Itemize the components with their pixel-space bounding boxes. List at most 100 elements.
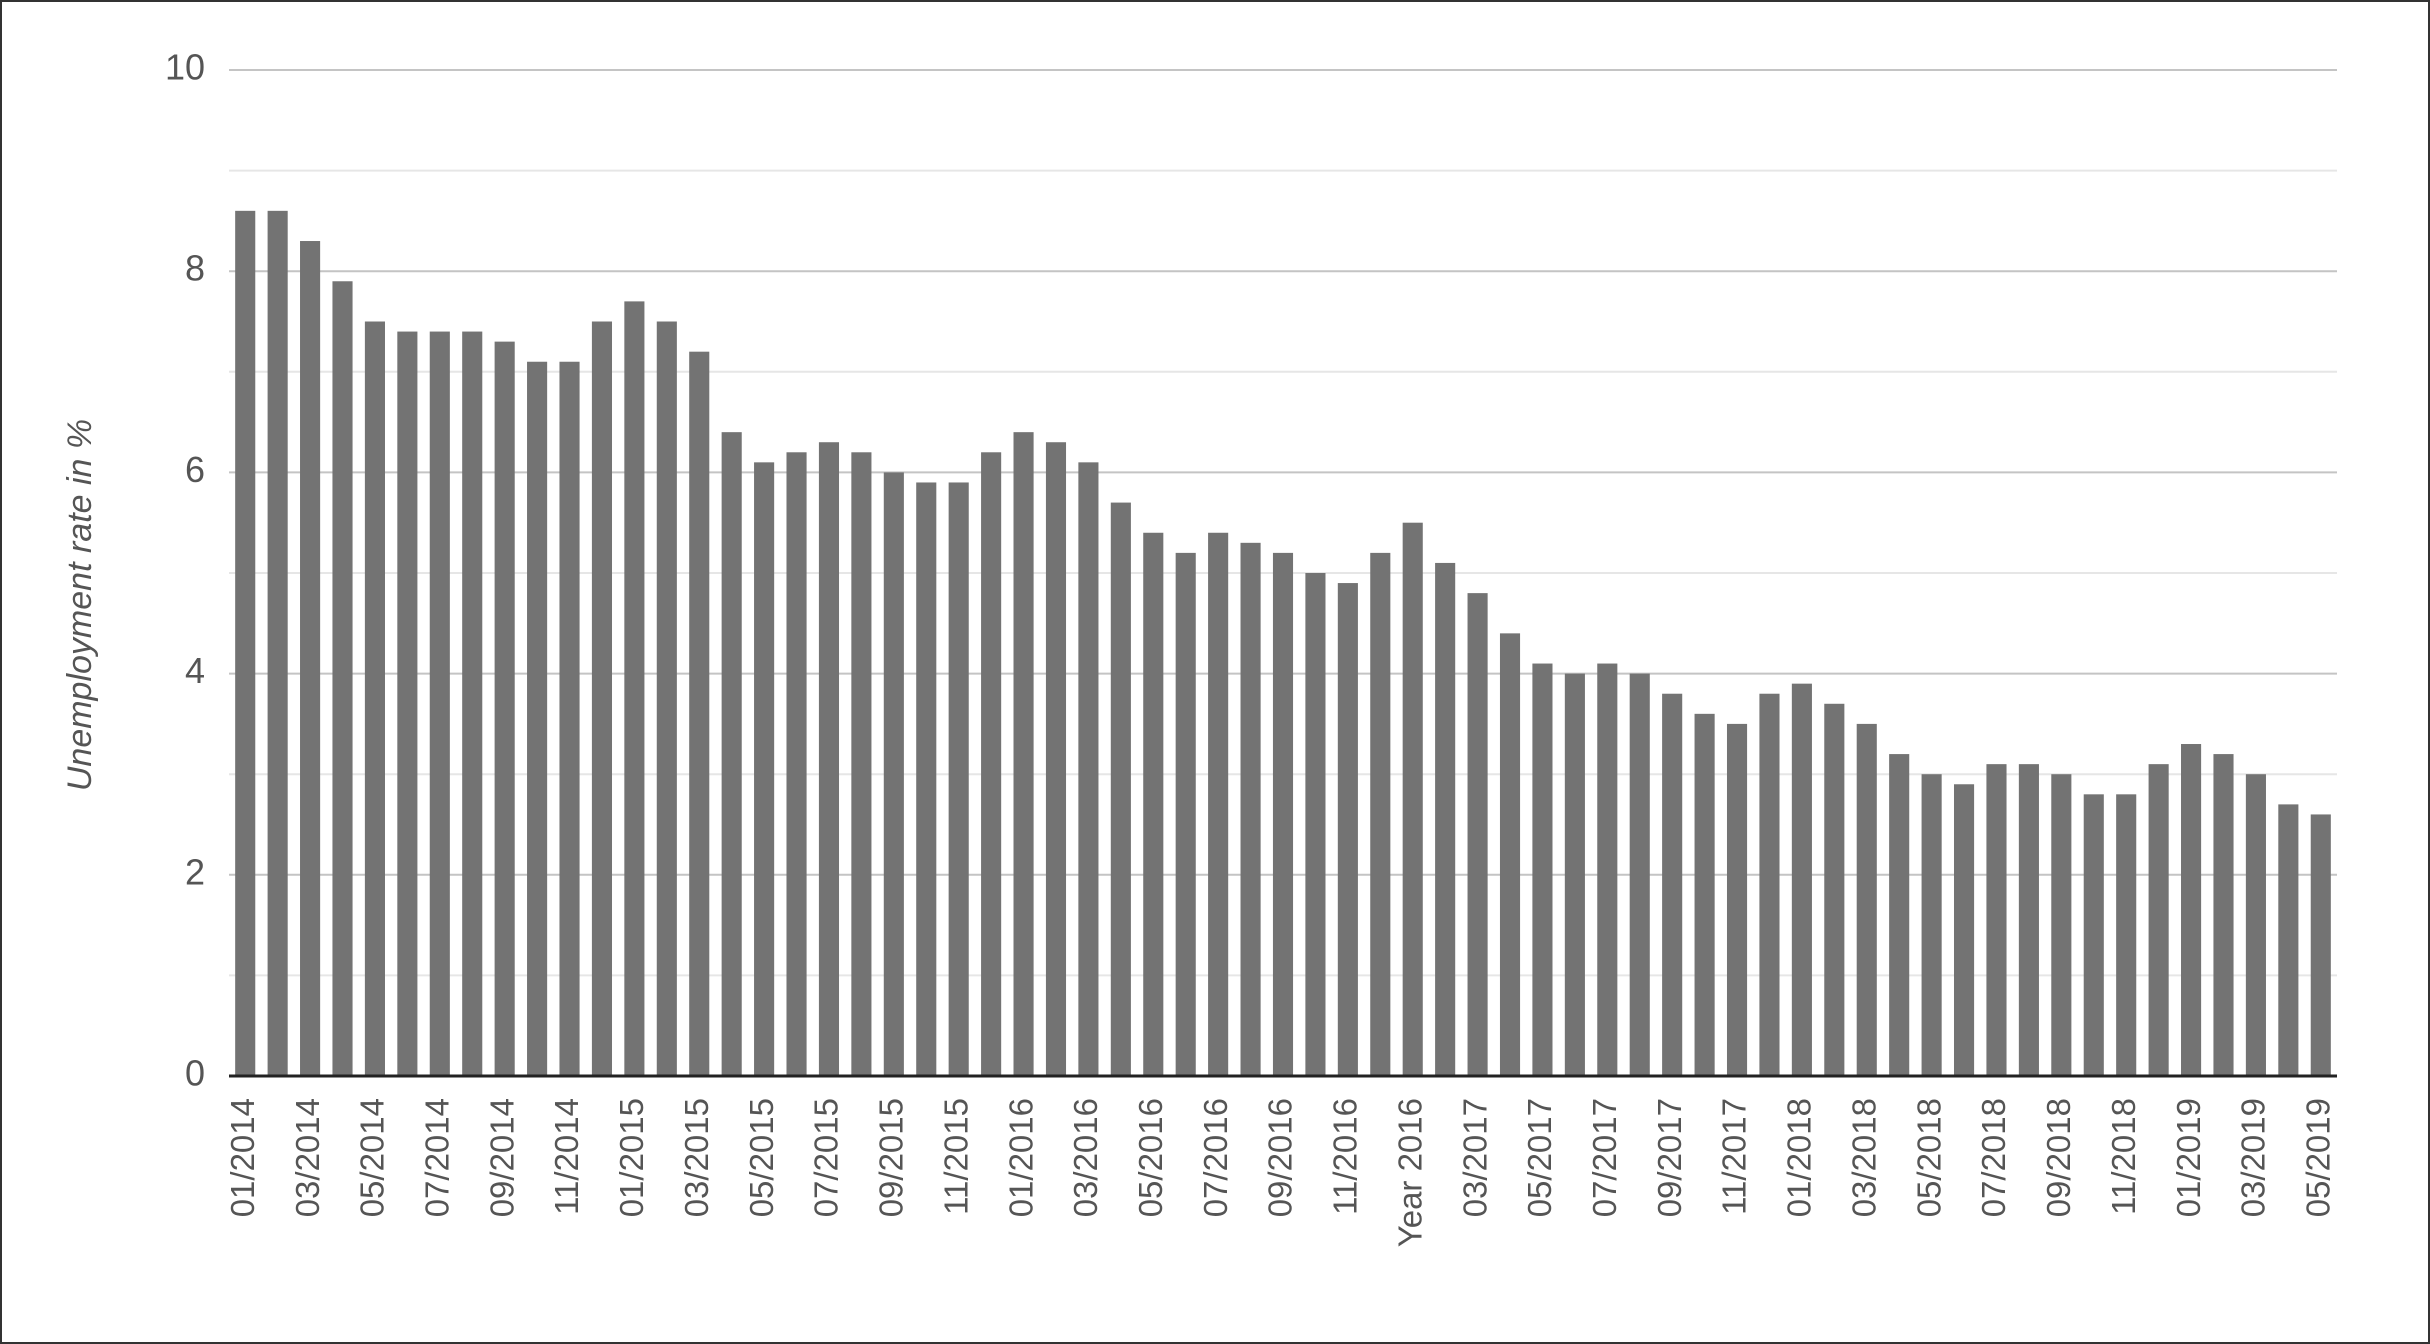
bar	[2278, 804, 2299, 1076]
x-tick-label: 05/2014	[354, 1098, 391, 1217]
y-tick-label: 10	[165, 47, 205, 88]
bar	[883, 472, 904, 1076]
bar	[1986, 764, 2007, 1076]
x-tick-label: 09/2016	[1262, 1098, 1299, 1217]
bar	[1694, 713, 1715, 1076]
bar	[851, 452, 872, 1076]
bar	[1499, 633, 1521, 1076]
bar	[689, 351, 710, 1076]
bar	[2051, 774, 2072, 1076]
x-tick-label: 11/2018	[2105, 1098, 2142, 1215]
bar	[1856, 723, 1877, 1076]
x-tick-label: 01/2014	[224, 1098, 261, 1217]
bar	[1175, 552, 1196, 1076]
x-tick-label: 09/2014	[483, 1098, 520, 1217]
bar	[1110, 502, 1131, 1077]
bar	[1305, 573, 1326, 1076]
x-tick-label: 01/2015	[613, 1098, 650, 1217]
y-axis-title: Unemployment rate in %	[61, 419, 99, 791]
bar	[1791, 683, 1812, 1076]
bar	[916, 482, 937, 1077]
x-tick-label: 05/2016	[1132, 1098, 1169, 1217]
y-tick-label: 8	[185, 248, 205, 289]
x-tick-label: 03/2017	[1456, 1098, 1493, 1217]
bar	[2116, 794, 2137, 1076]
bar	[1467, 593, 1488, 1076]
x-tick-label: 05/2017	[1521, 1098, 1558, 1217]
bar	[1435, 562, 1456, 1076]
y-tick-label: 2	[185, 851, 205, 892]
bar	[1370, 552, 1391, 1076]
x-tick-label: 03/2016	[1067, 1098, 1104, 1217]
bar	[1953, 784, 1975, 1076]
x-tick-label: 11/2017	[1716, 1098, 1753, 1215]
bar	[1272, 552, 1294, 1076]
bar	[1337, 583, 1358, 1076]
bar	[559, 361, 580, 1076]
bar	[754, 462, 775, 1077]
bar	[1629, 673, 1650, 1076]
x-tick-label: 05/2019	[2300, 1098, 2337, 1217]
bar	[364, 321, 385, 1076]
bar	[397, 331, 418, 1076]
bar	[591, 321, 613, 1076]
x-tick-label: 09/2018	[2040, 1098, 2077, 1217]
x-tick-label: 07/2017	[1586, 1098, 1623, 1217]
bar	[1889, 754, 1910, 1076]
bar	[1143, 532, 1164, 1076]
bar	[1240, 542, 1261, 1076]
x-tick-label: 01/2016	[1002, 1098, 1039, 1217]
x-tick-label: 11/2014	[548, 1098, 585, 1215]
bar	[1208, 532, 1229, 1076]
bar	[818, 442, 840, 1077]
bar	[267, 210, 288, 1077]
bar	[786, 452, 807, 1076]
bar	[1045, 442, 1067, 1077]
bar	[981, 452, 1002, 1076]
bar	[332, 281, 353, 1076]
bar	[1824, 703, 1845, 1076]
bar	[1078, 462, 1099, 1077]
bar	[2083, 794, 2104, 1076]
bar	[300, 241, 321, 1076]
bar	[624, 301, 645, 1076]
bar	[527, 361, 548, 1076]
x-tick-label: 03/2018	[1845, 1098, 1882, 1217]
x-tick-label: 03/2015	[678, 1098, 715, 1217]
bar	[721, 432, 742, 1076]
bar	[1921, 774, 1942, 1076]
x-tick-label: 03/2014	[289, 1098, 326, 1217]
y-tick-label: 6	[185, 449, 205, 490]
x-tick-label: 09/2015	[873, 1098, 910, 1217]
bar	[1402, 522, 1423, 1076]
bar	[235, 210, 256, 1077]
bar	[2245, 774, 2266, 1076]
x-tick-label: 01/2019	[2170, 1098, 2207, 1217]
bar	[429, 331, 450, 1076]
bar	[1564, 673, 1585, 1076]
bar	[1759, 693, 1780, 1076]
x-tick-label: 07/2015	[808, 1098, 845, 1217]
x-tick-label: 11/2016	[1327, 1098, 1364, 1215]
bar	[2181, 744, 2202, 1076]
x-tick-label: 07/2014	[419, 1098, 456, 1217]
y-tick-label: 4	[185, 650, 205, 691]
bar	[2213, 754, 2234, 1076]
bar	[1532, 663, 1553, 1076]
x-tick-label: 05/2018	[1910, 1098, 1947, 1217]
x-tick-label: 09/2017	[1651, 1098, 1688, 1217]
bar	[2018, 764, 2039, 1076]
y-tick-label: 0	[185, 1053, 205, 1094]
x-tick-label: 05/2015	[743, 1098, 780, 1217]
x-tick-label: 03/2019	[2235, 1098, 2272, 1217]
bar	[1597, 663, 1618, 1076]
bar	[1013, 432, 1034, 1076]
bar	[656, 321, 677, 1076]
bar	[2310, 814, 2331, 1076]
bar	[1662, 693, 1683, 1076]
x-tick-label: 07/2018	[1975, 1098, 2012, 1217]
bar	[462, 331, 483, 1076]
bar	[494, 341, 515, 1076]
x-tick-label: 01/2018	[1781, 1098, 1818, 1217]
